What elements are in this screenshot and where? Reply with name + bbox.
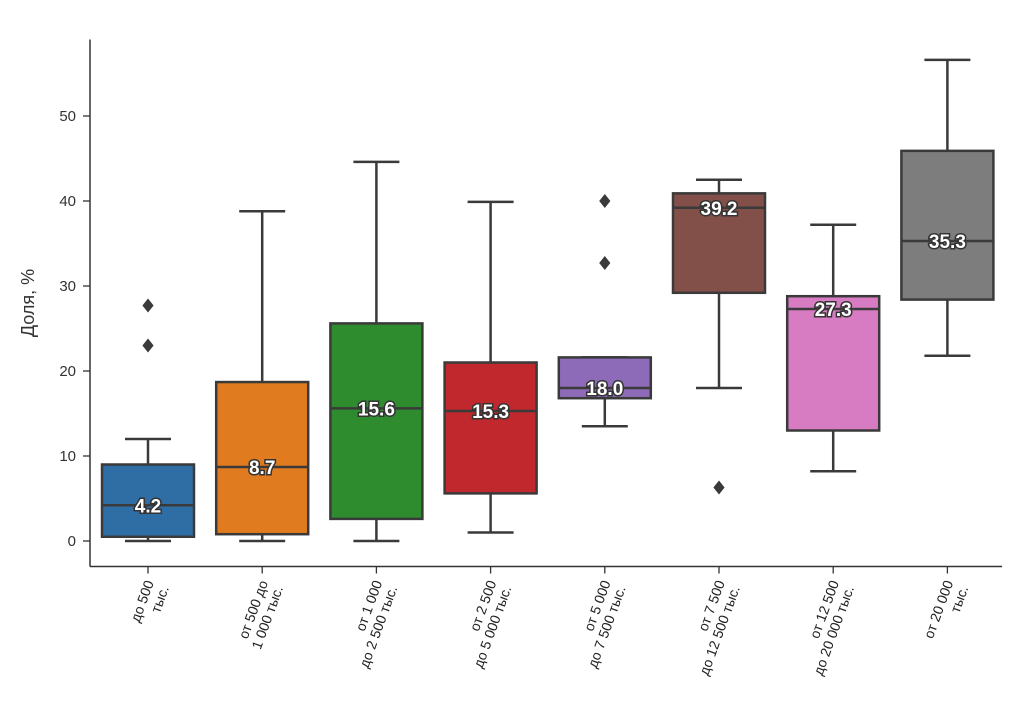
x-tick-label: от 20 000тыс. bbox=[920, 578, 971, 646]
median-value-label: 35.3 bbox=[929, 232, 966, 253]
box bbox=[557, 356, 653, 400]
y-axis-title: Доля, % bbox=[18, 269, 38, 337]
y-tick-label: 0 bbox=[68, 533, 76, 550]
y-tick-label: 40 bbox=[59, 193, 76, 210]
box-group bbox=[900, 58, 995, 357]
y-tick-label: 10 bbox=[59, 448, 76, 465]
median-value-label: 4.2 bbox=[135, 496, 161, 517]
median-value-label: 39.2 bbox=[701, 199, 738, 220]
box bbox=[100, 463, 196, 538]
x-tick-label: от 7 500до 12 500 тыс. bbox=[681, 578, 743, 677]
box-group bbox=[443, 200, 538, 534]
box bbox=[214, 380, 310, 536]
x-tick-label: до 500тыс. bbox=[127, 578, 172, 630]
y-tick-label: 50 bbox=[59, 108, 76, 125]
box-group bbox=[329, 160, 424, 543]
x-tick-label: от 5 000до 7 500 тыс. bbox=[569, 578, 629, 670]
box-group bbox=[100, 298, 196, 543]
x-tick-label: от 12 500до 20 000 тыс. bbox=[795, 578, 857, 677]
outlier-marker bbox=[599, 194, 611, 208]
outlier-marker bbox=[713, 480, 725, 495]
x-tick-label: от 500 до1 000 тыс. bbox=[233, 578, 286, 651]
median-value-label: 15.6 bbox=[358, 399, 395, 420]
median-value-label: 8.7 bbox=[249, 458, 275, 479]
outlier-marker bbox=[142, 338, 154, 353]
x-tick-label: от 1 000до 2 500 тыс. bbox=[341, 578, 401, 670]
box-group bbox=[214, 209, 310, 543]
outlier-marker bbox=[142, 298, 154, 313]
box-group bbox=[671, 178, 767, 495]
box bbox=[900, 149, 995, 301]
outlier-marker bbox=[599, 256, 611, 271]
median-value-label: 15.3 bbox=[472, 402, 509, 423]
box bbox=[329, 322, 424, 521]
box bbox=[785, 294, 881, 432]
box bbox=[671, 192, 767, 295]
median-value-label: 18.0 bbox=[586, 379, 623, 400]
y-tick-label: 30 bbox=[59, 278, 76, 295]
median-value-label: 27.3 bbox=[815, 300, 852, 321]
box-group bbox=[785, 223, 881, 473]
box-group bbox=[557, 194, 653, 428]
x-tick-label: от 2 500до 5 000 тыс. bbox=[455, 578, 515, 670]
box bbox=[443, 361, 538, 495]
y-tick-label: 20 bbox=[59, 363, 76, 380]
